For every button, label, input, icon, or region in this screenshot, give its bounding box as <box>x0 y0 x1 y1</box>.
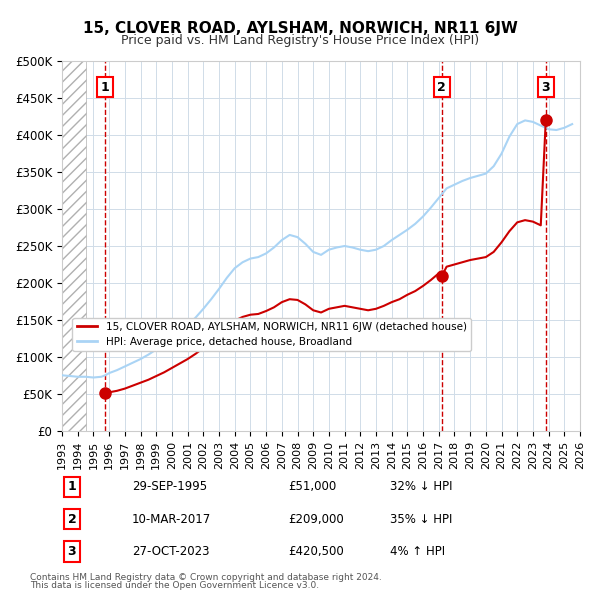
Text: 32% ↓ HPI: 32% ↓ HPI <box>390 480 452 493</box>
Text: Contains HM Land Registry data © Crown copyright and database right 2024.: Contains HM Land Registry data © Crown c… <box>30 572 382 582</box>
Text: 4% ↑ HPI: 4% ↑ HPI <box>390 545 445 558</box>
Text: 15, CLOVER ROAD, AYLSHAM, NORWICH, NR11 6JW: 15, CLOVER ROAD, AYLSHAM, NORWICH, NR11 … <box>83 21 517 35</box>
Text: 3: 3 <box>68 545 76 558</box>
Text: 1: 1 <box>68 480 76 493</box>
Text: 35% ↓ HPI: 35% ↓ HPI <box>390 513 452 526</box>
Text: 2: 2 <box>437 81 446 94</box>
Text: 27-OCT-2023: 27-OCT-2023 <box>132 545 209 558</box>
Text: 3: 3 <box>541 81 550 94</box>
Text: This data is licensed under the Open Government Licence v3.0.: This data is licensed under the Open Gov… <box>30 581 319 590</box>
Text: £209,000: £209,000 <box>288 513 344 526</box>
Text: £420,500: £420,500 <box>288 545 344 558</box>
Legend: 15, CLOVER ROAD, AYLSHAM, NORWICH, NR11 6JW (detached house), HPI: Average price: 15, CLOVER ROAD, AYLSHAM, NORWICH, NR11 … <box>73 317 471 351</box>
Text: 10-MAR-2017: 10-MAR-2017 <box>132 513 211 526</box>
Bar <box>62 61 86 431</box>
Text: 29-SEP-1995: 29-SEP-1995 <box>132 480 207 493</box>
Text: 1: 1 <box>101 81 110 94</box>
Text: 2: 2 <box>68 513 76 526</box>
Text: £51,000: £51,000 <box>288 480 336 493</box>
Text: Price paid vs. HM Land Registry's House Price Index (HPI): Price paid vs. HM Land Registry's House … <box>121 34 479 47</box>
